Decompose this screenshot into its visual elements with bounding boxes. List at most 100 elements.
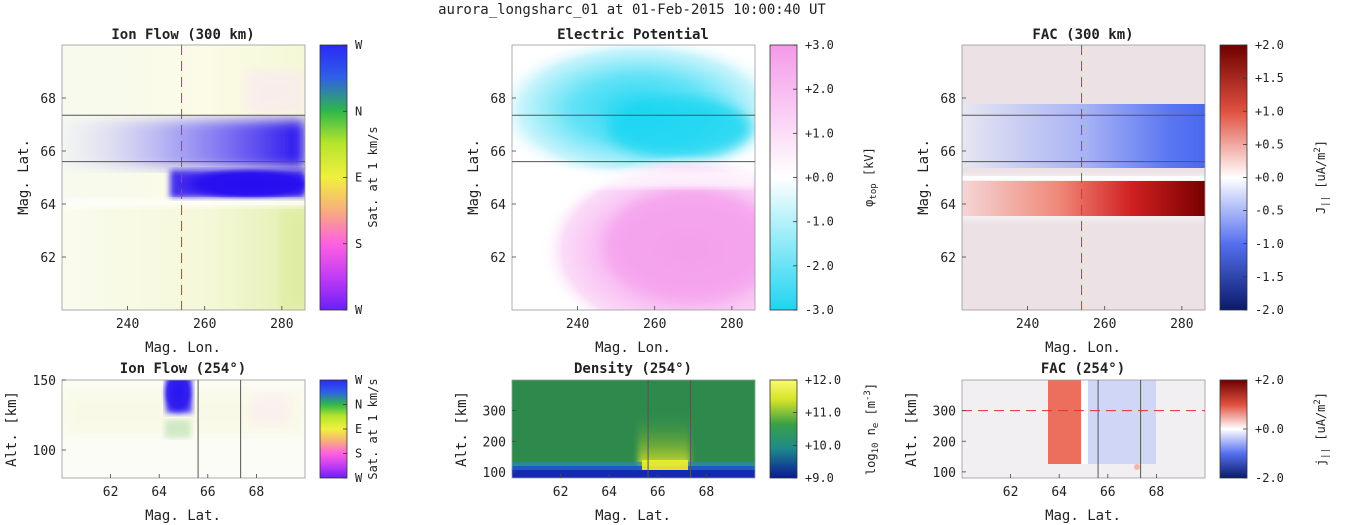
fac-map-cbtick-label: -0.5 (1255, 204, 1284, 218)
ion-flow-alt-panel: Ion Flow (254°) 62 64 66 68 100 150 Mag. Lat… (4, 361, 380, 524)
ion-flow-map-xtick-label: 240 (116, 317, 139, 332)
potential-map-cbtick-label: +3.0 (805, 38, 834, 52)
fac-map-ytick-label: 62 (940, 251, 956, 266)
fac-map-ytick-label: 68 (940, 92, 956, 107)
density-alt-xtick-label: 62 (553, 485, 569, 500)
potential-map-cblabel: φtop [kV] (862, 147, 879, 207)
ion-flow-alt-xlabel: Mag. Lat. (145, 508, 221, 524)
ion-flow-map-ytick-label: 66 (40, 145, 56, 160)
potential-map-xlabel: Mag. Lon. (595, 340, 671, 356)
fac-alt-xtick-label: 68 (1149, 485, 1165, 500)
density-alt-cbtick-label: +11.0 (805, 406, 841, 420)
ion-flow-alt-ytick-label: 100 (33, 444, 56, 459)
potential-map-cbtick-label: -2.0 (805, 259, 834, 273)
ion-flow-map-cbtick-label: S (355, 237, 362, 251)
fac-alt-ytick-label: 200 (933, 435, 956, 450)
fac-map-field (962, 45, 1205, 310)
density-alt-ytick-label: 100 (483, 466, 506, 481)
fac-map-colorbar (1219, 44, 1248, 311)
density-alt-xlabel: Mag. Lat. (595, 508, 671, 524)
ion-flow-map-xtick-label: 280 (270, 317, 293, 332)
fac-map-cbtick-label: -1.0 (1255, 237, 1284, 251)
potential-map-ytick-label: 64 (490, 198, 506, 213)
ion-flow-alt-xtick-label: 62 (103, 485, 119, 500)
ion-flow-map-colorbar (319, 44, 348, 311)
ion-flow-alt-cbtick-label: N (355, 398, 362, 412)
density-alt-xtick-label: 64 (601, 485, 617, 500)
potential-map-panel: Electric Potential 240 260 280 62 64 66 68 Ma… (466, 27, 879, 356)
potential-map-ytick-label: 68 (490, 92, 506, 107)
potential-map-ytick-label: 66 (490, 145, 506, 160)
ion-flow-map-cbtick-label: E (355, 171, 362, 185)
fac-alt-colorbar (1219, 379, 1248, 479)
potential-map-cbtick-label: +2.0 (805, 82, 834, 96)
density-alt-colorbar (769, 379, 798, 479)
fac-alt-ytick-label: 300 (933, 405, 956, 420)
ion-flow-map-ytick-label: 68 (40, 92, 56, 107)
density-alt-ylabel: Alt. [km] (454, 391, 470, 467)
density-alt-xtick-label: 66 (650, 485, 666, 500)
potential-map-xtick-label: 280 (720, 317, 743, 332)
density-alt-cblabel: log10 ne [m-3] (863, 383, 881, 475)
ion-flow-alt-colorbar (319, 379, 348, 479)
potential-map-ytick-label: 62 (490, 251, 506, 266)
fac-map-cblabel: J|| [uA/m2] (1313, 140, 1331, 214)
fac-alt-xlabel: Mag. Lat. (1045, 508, 1121, 524)
ion-flow-alt-cblabel: Sat. at 1 km/s (366, 378, 380, 479)
fac-map-title: FAC (300 km) (1032, 27, 1133, 43)
fac-map-cbtick-label: +1.5 (1255, 71, 1284, 85)
potential-map-title: Electric Potential (557, 27, 709, 43)
ion-flow-alt-cbtick-label: E (355, 422, 362, 436)
ion-flow-alt-ylabel: Alt. [km] (4, 391, 20, 467)
ion-flow-alt-title: Ion Flow (254°) (120, 361, 246, 377)
fac-map-cbtick-label: +0.5 (1255, 137, 1284, 151)
ion-flow-map-ytick-label: 62 (40, 251, 56, 266)
ion-flow-map-xtick-label: 260 (193, 317, 216, 332)
ion-flow-alt-cbtick-label: S (355, 447, 362, 461)
potential-map-xtick-label: 260 (643, 317, 666, 332)
fac-map-xtick-label: 280 (1170, 317, 1193, 332)
ion-flow-map-cbtick-label: W (355, 303, 363, 317)
ion-flow-alt-xtick-label: 64 (151, 485, 167, 500)
ion-flow-alt-cbtick-label: W (355, 373, 363, 387)
ion-flow-alt-ytick-label: 150 (33, 374, 56, 389)
density-alt-cbtick-label: +10.0 (805, 438, 841, 452)
ion-flow-map-cbtick-label: W (355, 38, 363, 52)
density-alt-cbtick-label: +9.0 (805, 471, 834, 485)
potential-map-cbtick-label: +0.0 (805, 171, 834, 185)
fac-map-ytick-label: 66 (940, 145, 956, 160)
ion-flow-map-ytick-label: 64 (40, 198, 56, 213)
fac-alt-ylabel: Alt. [km] (904, 391, 920, 467)
fac-map-ylabel: Mag. Lat. (916, 139, 932, 215)
fac-map-xtick-label: 260 (1093, 317, 1116, 332)
fac-alt-ytick-label: 100 (933, 466, 956, 481)
fac-map-cbtick-label: -1.5 (1255, 270, 1284, 284)
fac-map-xtick-label: 240 (1016, 317, 1039, 332)
ion-flow-map-xlabel: Mag. Lon. (145, 340, 221, 356)
fac-map-cbtick-label: -2.0 (1255, 303, 1284, 317)
ion-flow-map-title: Ion Flow (300 km) (111, 27, 254, 43)
density-alt-xtick-label: 68 (699, 485, 715, 500)
density-alt-panel: Density (254°) 62 64 66 68 100 200 300 Mag. L… (454, 361, 881, 524)
potential-map-cbtick-label: -1.0 (805, 215, 834, 229)
potential-map-colorbar (769, 44, 798, 311)
fac-map-xlabel: Mag. Lon. (1045, 340, 1121, 356)
ion-flow-map-cbtick-label: N (355, 104, 362, 118)
fac-alt-cbtick-label: +0.0 (1255, 422, 1284, 436)
fac-alt-xtick-label: 66 (1100, 485, 1116, 500)
density-alt-field (512, 380, 755, 478)
density-alt-cbtick-label: +12.0 (805, 373, 841, 387)
fac-alt-cbtick-label: -2.0 (1255, 471, 1284, 485)
fac-alt-xtick-label: 62 (1003, 485, 1019, 500)
ion-flow-map-ylabel: Mag. Lat. (16, 139, 32, 215)
ion-flow-alt-field (62, 380, 305, 478)
potential-map-cbtick-label: -3.0 (805, 303, 834, 317)
figure-title: aurora_longsharc_01 at 01-Feb-2015 10:00… (438, 2, 826, 18)
fac-alt-field (962, 380, 1205, 478)
fac-map-cbtick-label: +0.0 (1255, 171, 1284, 185)
potential-map-ylabel: Mag. Lat. (466, 139, 482, 215)
fac-alt-cblabel: j|| [uA/m2] (1313, 392, 1331, 466)
ion-flow-map-panel: Ion Flow (300 km) 240 260 280 62 64 66 68 Mag… (16, 27, 380, 356)
